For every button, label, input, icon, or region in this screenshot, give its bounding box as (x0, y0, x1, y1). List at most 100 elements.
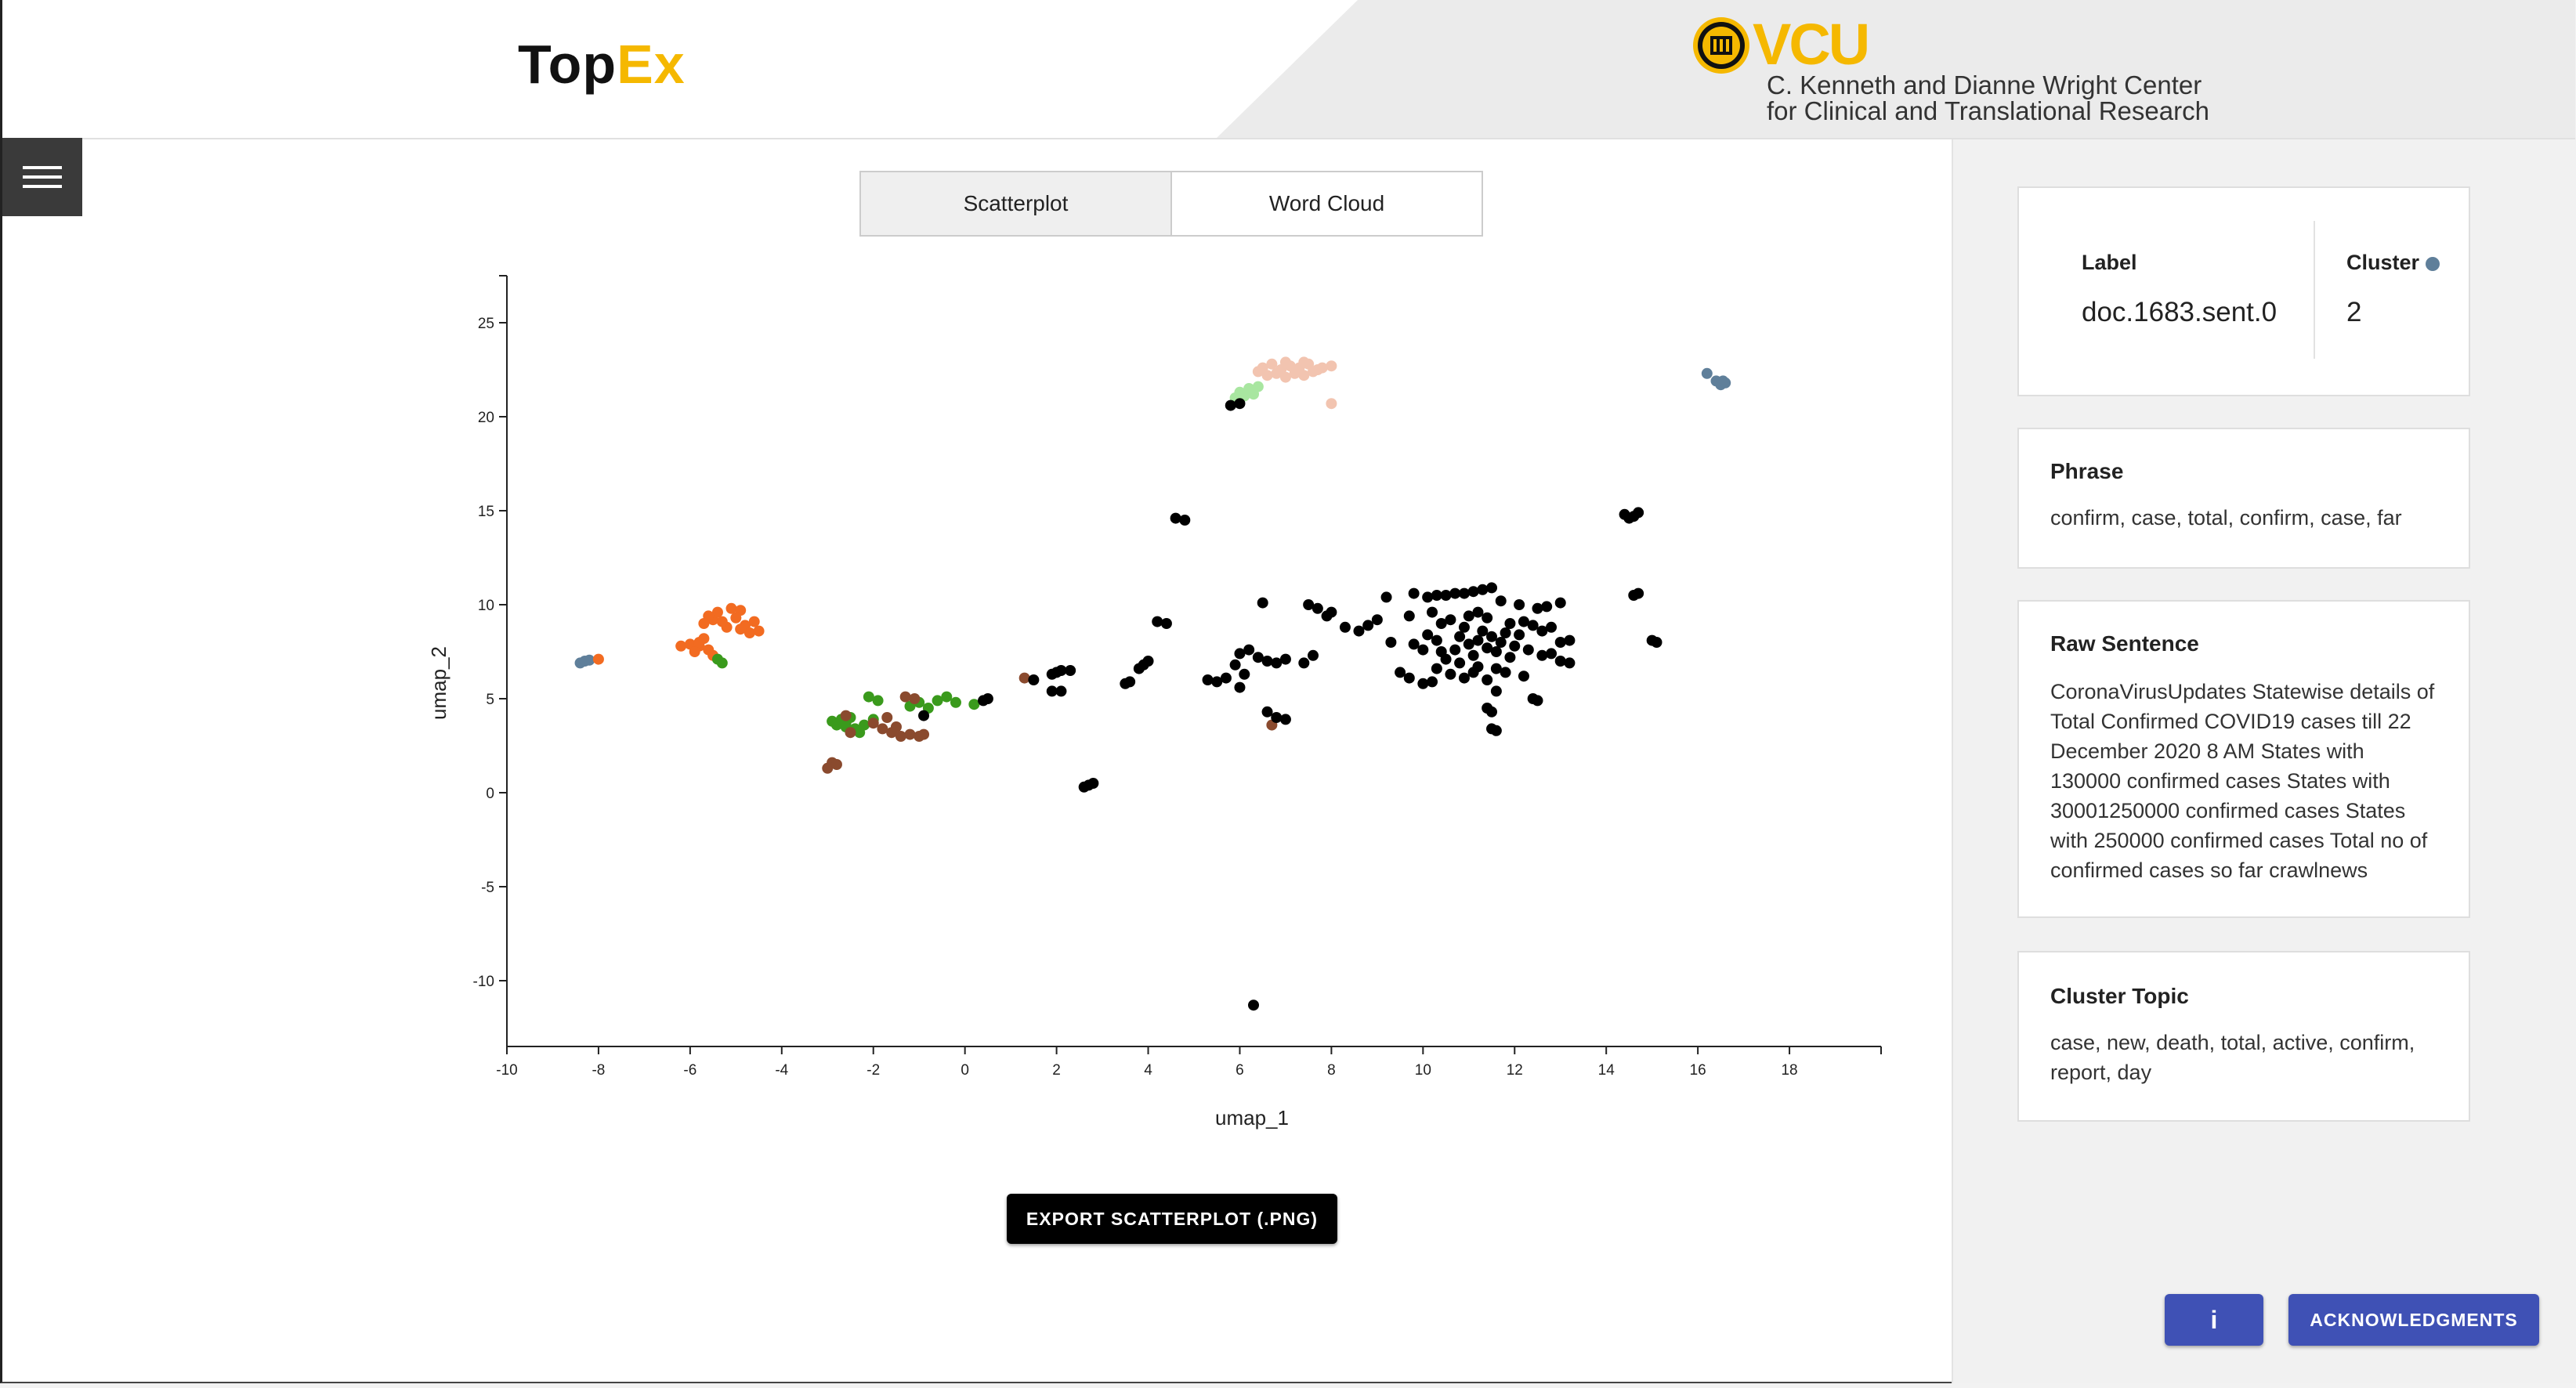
data-point[interactable] (1546, 648, 1558, 660)
data-point[interactable] (1380, 591, 1392, 603)
data-point[interactable] (1463, 638, 1474, 650)
data-point[interactable] (950, 696, 961, 708)
data-point[interactable] (1490, 685, 1502, 697)
data-point[interactable] (941, 691, 953, 703)
data-point[interactable] (1427, 606, 1438, 618)
data-point[interactable] (1422, 629, 1434, 641)
data-point[interactable] (1326, 606, 1337, 618)
data-point[interactable] (1467, 586, 1479, 598)
data-point[interactable] (1271, 712, 1283, 723)
data-point[interactable] (899, 691, 911, 703)
data-point[interactable] (1308, 366, 1319, 378)
data-point[interactable] (1422, 591, 1434, 603)
data-point[interactable] (840, 717, 852, 729)
data-point[interactable] (1514, 629, 1525, 641)
data-point[interactable] (895, 731, 906, 742)
data-point[interactable] (968, 699, 980, 710)
data-point[interactable] (743, 627, 755, 638)
data-point[interactable] (1362, 620, 1374, 631)
data-point[interactable] (1225, 399, 1236, 411)
data-point[interactable] (1495, 595, 1507, 607)
data-point[interactable] (1316, 362, 1328, 374)
data-point[interactable] (1504, 618, 1516, 629)
data-point[interactable] (1289, 367, 1301, 379)
data-point[interactable] (1449, 644, 1461, 656)
data-point[interactable] (1417, 644, 1429, 656)
data-point[interactable] (1717, 375, 1729, 387)
data-point[interactable] (1633, 507, 1644, 519)
export-scatterplot-button[interactable]: EXPORT SCATTERPLOT (.PNG) (1007, 1194, 1337, 1244)
data-point[interactable] (1500, 667, 1511, 678)
data-point[interactable] (1467, 649, 1479, 661)
data-point[interactable] (1279, 371, 1291, 383)
data-point[interactable] (830, 759, 842, 770)
data-point[interactable] (1440, 653, 1452, 665)
data-point[interactable] (1463, 610, 1474, 622)
data-point[interactable] (1532, 602, 1543, 614)
data-point[interactable] (1234, 648, 1246, 660)
data-point[interactable] (877, 723, 888, 735)
data-point[interactable] (1518, 671, 1529, 682)
data-point[interactable] (592, 653, 604, 665)
data-point[interactable] (1490, 663, 1502, 674)
data-point[interactable] (1339, 621, 1351, 633)
data-point[interactable] (1486, 631, 1498, 642)
data-point[interactable] (840, 710, 852, 721)
data-point[interactable] (872, 695, 884, 707)
data-point[interactable] (1477, 625, 1489, 637)
data-point[interactable] (845, 727, 856, 739)
data-point[interactable] (1445, 614, 1456, 626)
data-point[interactable] (1403, 610, 1415, 622)
data-point[interactable] (1435, 618, 1447, 629)
data-point[interactable] (1220, 672, 1232, 684)
data-point[interactable] (1028, 674, 1040, 685)
data-point[interactable] (1271, 657, 1283, 669)
data-point[interactable] (1395, 667, 1406, 678)
data-point[interactable] (1142, 656, 1154, 667)
data-point[interactable] (1477, 584, 1489, 595)
data-point[interactable] (1495, 637, 1507, 648)
data-point[interactable] (854, 727, 866, 739)
data-point[interactable] (675, 640, 687, 652)
data-point[interactable] (1211, 676, 1223, 688)
data-point[interactable] (932, 695, 943, 707)
data-point[interactable] (1536, 649, 1548, 661)
data-point[interactable] (1298, 356, 1310, 368)
data-point[interactable] (1308, 649, 1319, 661)
data-point[interactable] (1326, 360, 1337, 372)
data-point[interactable] (1440, 590, 1452, 601)
data-point[interactable] (1554, 656, 1566, 667)
data-point[interactable] (1261, 656, 1273, 667)
data-point[interactable] (867, 717, 879, 729)
data-point[interactable] (1408, 587, 1420, 599)
data-point[interactable] (1252, 381, 1264, 392)
data-point[interactable] (1623, 512, 1635, 524)
data-point[interactable] (1417, 678, 1429, 689)
data-point[interactable] (1298, 657, 1310, 669)
data-point[interactable] (1065, 665, 1076, 676)
data-point[interactable] (693, 637, 705, 648)
data-point[interactable] (1046, 685, 1058, 697)
data-point[interactable] (1458, 621, 1470, 633)
data-point[interactable] (1279, 356, 1291, 368)
data-point[interactable] (1431, 634, 1442, 646)
data-point[interactable] (1541, 601, 1553, 613)
data-point[interactable] (1500, 627, 1511, 638)
data-point[interactable] (904, 728, 916, 740)
data-point[interactable] (982, 693, 993, 704)
data-point[interactable] (1431, 663, 1442, 674)
data-point[interactable] (1124, 676, 1136, 688)
data-point[interactable] (1279, 714, 1291, 725)
data-point[interactable] (1431, 590, 1442, 601)
data-point[interactable] (1454, 631, 1466, 642)
data-point[interactable] (1486, 706, 1498, 717)
data-point[interactable] (698, 618, 710, 629)
data-point[interactable] (1482, 674, 1493, 685)
data-point[interactable] (1564, 657, 1576, 669)
data-point[interactable] (1633, 587, 1644, 599)
data-point[interactable] (1554, 637, 1566, 648)
data-point[interactable] (1454, 657, 1466, 669)
data-point[interactable] (1458, 672, 1470, 684)
data-point[interactable] (1486, 582, 1498, 594)
data-point[interactable] (1353, 625, 1365, 637)
